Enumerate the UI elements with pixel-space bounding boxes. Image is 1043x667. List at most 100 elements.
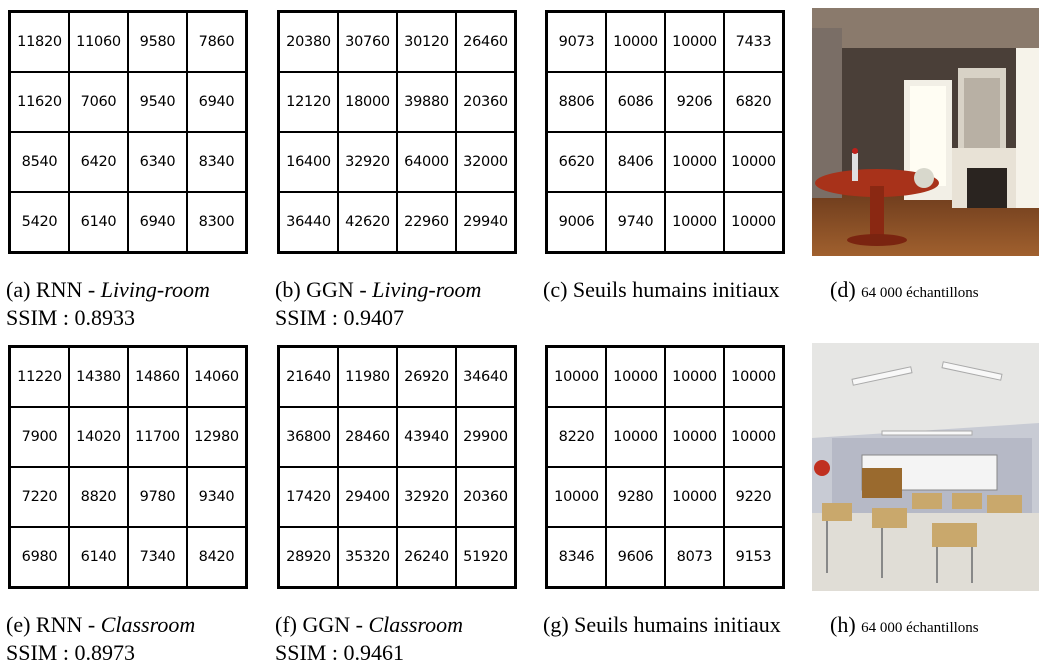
grid-cell: 7433 (724, 12, 783, 72)
living-room-render (812, 8, 1039, 256)
grid-cell: 6940 (128, 192, 187, 252)
caption-ssim: SSIM : 0.8973 (6, 640, 135, 665)
grid-cell: 10000 (606, 347, 665, 407)
classroom-render (812, 343, 1039, 591)
caption: (g) Seuils humains initiaux (543, 611, 781, 639)
grid-cell: 10000 (547, 347, 606, 407)
grid-cell: 10000 (724, 347, 783, 407)
grid-cell: 26920 (397, 347, 456, 407)
caption-line: (f) GGN - Classroom (275, 611, 525, 639)
caption-text: 64 000 échantillons (861, 285, 979, 301)
grid-cell: 6086 (606, 72, 665, 132)
grid-cell: 21640 (279, 347, 338, 407)
grid-cell: 8346 (547, 527, 606, 587)
caption-text: Seuils humains initiaux (572, 277, 780, 302)
grid-cell: 26460 (456, 12, 515, 72)
grid-cell: 8406 (606, 132, 665, 192)
value-grid: 21640 11980 26920 34640 36800 28460 43940 29900… (277, 345, 517, 589)
value-grid: 11820 11060 9580 7860 11620 7060 9540 6940 8540 6… (8, 10, 248, 254)
caption-method: RNN - (35, 277, 96, 302)
caption-tag: (a) (6, 277, 31, 302)
grid-cell: 10000 (665, 192, 724, 252)
grid-cell: 6620 (547, 132, 606, 192)
grid-cell: 30120 (397, 12, 456, 72)
grid-cell: 8420 (187, 527, 246, 587)
grid-cell: 10000 (547, 467, 606, 527)
grid-cell: 6820 (724, 72, 783, 132)
grid-cell: 10000 (665, 347, 724, 407)
grid-cell: 9740 (606, 192, 665, 252)
caption: (c) Seuils humains initiaux (543, 276, 781, 304)
grid-cell: 9606 (606, 527, 665, 587)
grid-cell: 9580 (128, 12, 187, 72)
grid-cell: 9073 (547, 12, 606, 72)
grid-cell: 51920 (456, 527, 515, 587)
caption: (e) RNN - Classroom SSIM : 0.8973 (6, 611, 256, 667)
grid-cell: 36440 (279, 192, 338, 252)
grid-cell: 6980 (10, 527, 69, 587)
value-grid: 10000 10000 10000 10000 8220 10000 10000 10000 1… (545, 345, 785, 589)
value-grid: 11220 14380 14860 14060 7900 14020 11700 12980 7… (8, 345, 248, 589)
caption-method: GGN - (302, 612, 363, 637)
grid-cell: 16400 (279, 132, 338, 192)
grid-cell: 8073 (665, 527, 724, 587)
grid-cell: 12120 (279, 72, 338, 132)
grid-cell: 18000 (338, 72, 397, 132)
grid-cell: 10000 (665, 407, 724, 467)
grid-cell: 11700 (128, 407, 187, 467)
grid-cell: 14060 (187, 347, 246, 407)
grid-cell: 8820 (69, 467, 128, 527)
caption-tag: (d) (830, 277, 856, 302)
grid-cell: 10000 (665, 132, 724, 192)
grid-cell: 8220 (547, 407, 606, 467)
caption-tag: (e) (6, 612, 31, 637)
caption: (f) GGN - Classroom SSIM : 0.9461 (275, 611, 525, 667)
grid-cell: 10000 (606, 407, 665, 467)
grid-cell: 17420 (279, 467, 338, 527)
grid-cell: 10000 (724, 132, 783, 192)
grid-cell: 9006 (547, 192, 606, 252)
grid-cell: 20360 (456, 72, 515, 132)
grid-cell: 14380 (69, 347, 128, 407)
caption-method: RNN - (35, 612, 96, 637)
grid-cell: 9340 (187, 467, 246, 527)
caption-scene: Living-room (100, 277, 210, 302)
grid-cell: 28460 (338, 407, 397, 467)
grid-cell: 10000 (665, 467, 724, 527)
grid-cell: 14020 (69, 407, 128, 467)
grid-cell: 28920 (279, 527, 338, 587)
grid-cell: 26240 (397, 527, 456, 587)
grid-cell: 22960 (397, 192, 456, 252)
grid-cell: 64000 (397, 132, 456, 192)
grid-cell: 6340 (128, 132, 187, 192)
grid-cell: 11980 (338, 347, 397, 407)
grid-cell: 29940 (456, 192, 515, 252)
grid-cell: 6420 (69, 132, 128, 192)
grid-cell: 43940 (397, 407, 456, 467)
grid-cell: 14860 (128, 347, 187, 407)
grid-cell: 36800 (279, 407, 338, 467)
grid-cell: 32920 (338, 132, 397, 192)
caption-scene: Classroom (100, 612, 196, 637)
grid-cell: 42620 (338, 192, 397, 252)
caption-method: GGN - (306, 277, 367, 302)
grid-cell: 9206 (665, 72, 724, 132)
caption-tag: (c) (543, 277, 568, 302)
caption-tag: (f) (275, 612, 297, 637)
grid-cell: 9220 (724, 467, 783, 527)
grid-cell: 39880 (397, 72, 456, 132)
grid-cell: 9540 (128, 72, 187, 132)
grid-cell: 10000 (606, 12, 665, 72)
grid-cell: 6140 (69, 527, 128, 587)
value-grid: 20380 30760 30120 26460 12120 18000 39880 20360… (277, 10, 517, 254)
grid-cell: 8540 (10, 132, 69, 192)
grid-cell: 10000 (724, 192, 783, 252)
grid-cell: 12980 (187, 407, 246, 467)
grid-cell: 32000 (456, 132, 515, 192)
grid-cell: 20360 (456, 467, 515, 527)
image-caption: (h) 64 000 échantillons (830, 611, 1043, 642)
grid-cell: 29900 (456, 407, 515, 467)
caption-ssim: SSIM : 0.9461 (275, 640, 404, 665)
caption-tag: (h) (830, 612, 856, 637)
